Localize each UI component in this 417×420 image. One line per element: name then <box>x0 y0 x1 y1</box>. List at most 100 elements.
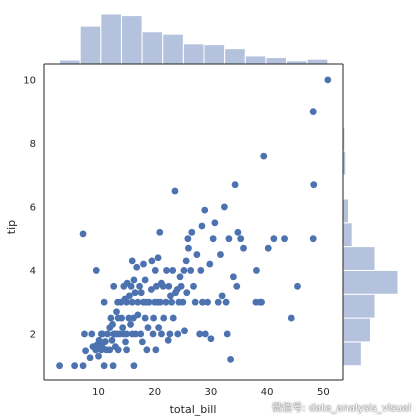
scatter-point <box>231 181 239 189</box>
scatter-point <box>181 327 188 335</box>
scatter-point <box>163 267 170 274</box>
scatter-point <box>143 346 151 354</box>
scatter-point <box>221 203 228 211</box>
scatter-point <box>158 330 165 338</box>
scatter-point <box>309 108 317 116</box>
scatter-point <box>165 282 173 290</box>
scatter-point <box>223 330 231 338</box>
scatter-point <box>145 298 153 306</box>
scatter-point <box>99 330 106 338</box>
scatter-point <box>167 292 174 300</box>
scatter-point <box>128 298 136 306</box>
scatter-point <box>144 324 152 331</box>
scatter-point <box>184 235 192 243</box>
scatter-point <box>188 228 196 236</box>
scatter-point <box>179 298 187 306</box>
scatter-point <box>100 362 108 370</box>
scatter-point <box>169 314 177 322</box>
scatter-point <box>122 338 129 346</box>
scatter-point <box>190 282 197 290</box>
scatter-point <box>193 251 201 258</box>
scatter-point <box>211 219 219 227</box>
scatter-point <box>182 257 190 265</box>
scatter-point <box>177 282 185 290</box>
scatter-point <box>209 235 217 243</box>
x-tick-label: 20 <box>148 387 161 398</box>
y-hist-bar <box>342 198 349 224</box>
scatter-point <box>264 244 272 252</box>
scatter-point <box>134 298 142 306</box>
x-hist-bar <box>59 59 81 65</box>
x-hist-bar <box>141 31 164 65</box>
scatter-point <box>79 230 87 238</box>
scatter-point <box>162 298 170 306</box>
scatter-point <box>141 276 149 284</box>
scatter-point <box>82 347 89 355</box>
scatter-point <box>156 228 164 236</box>
x-tick-label: 10 <box>92 387 105 398</box>
y-axis-title: tip <box>5 220 18 234</box>
scatter-point <box>287 314 295 322</box>
y-hist-bar <box>342 246 376 271</box>
x-hist-bar <box>100 13 122 65</box>
scatter-point <box>118 314 125 322</box>
x-tick-label: 50 <box>317 387 330 398</box>
scatter-point <box>130 276 138 284</box>
scatter-point <box>140 260 147 268</box>
y-tick-label: 6 <box>30 202 36 213</box>
scatter-point <box>109 362 117 370</box>
x-axis-title: total_bill <box>170 403 217 416</box>
scatter-point <box>204 298 211 306</box>
scatter-point <box>86 354 94 362</box>
scatter-point <box>214 298 222 306</box>
scatter-point <box>104 330 111 338</box>
scatter-point <box>126 292 133 300</box>
scatter-point <box>92 267 100 274</box>
scatter-points <box>56 76 332 370</box>
scatter-point <box>123 298 131 306</box>
scatter-point <box>230 273 237 281</box>
scatter-point <box>197 267 205 274</box>
scatter-point <box>183 289 191 297</box>
scatter-point <box>110 282 118 290</box>
scatter-point <box>187 267 195 274</box>
y-tick-label: 4 <box>30 266 36 277</box>
scatter-point <box>106 346 114 354</box>
scatter-point <box>198 222 206 230</box>
y-hist-bar <box>342 317 371 343</box>
x-hist-bar <box>79 25 102 65</box>
scatter-point <box>207 335 215 343</box>
x-hist-bar <box>306 58 329 65</box>
scatter-point <box>237 235 245 243</box>
x-tick-label: 40 <box>261 387 274 398</box>
scatter-point <box>185 244 192 252</box>
scatter-point <box>136 282 143 290</box>
scatter-point <box>128 257 136 265</box>
scatter-point <box>151 267 159 274</box>
scatter-point <box>123 330 131 338</box>
scatter-point <box>119 324 127 331</box>
scatter-point <box>138 338 146 346</box>
y-hist-bar <box>342 269 399 295</box>
scatter-point <box>149 330 157 338</box>
x-hist-bar <box>203 44 226 65</box>
scatter-point <box>56 362 63 370</box>
scatter-point <box>100 298 108 306</box>
y-tick-label: 10 <box>23 75 36 86</box>
scatter-point <box>113 308 120 316</box>
x-hist-bar <box>120 15 143 65</box>
scatter-point <box>133 263 141 271</box>
scatter-point <box>310 181 318 189</box>
x-hist-bar <box>182 43 205 65</box>
y-hist-bar <box>342 293 376 319</box>
scatter-point <box>155 324 163 331</box>
scatter-point <box>227 355 234 363</box>
scatter-point <box>95 352 102 360</box>
scatter-point <box>294 282 301 290</box>
scatter-point <box>153 282 160 290</box>
scatter-point <box>114 346 122 354</box>
y-tick-label: 8 <box>30 139 36 150</box>
scatter-point <box>152 346 160 354</box>
scatter-point <box>81 330 88 338</box>
scatter-point <box>137 330 145 338</box>
